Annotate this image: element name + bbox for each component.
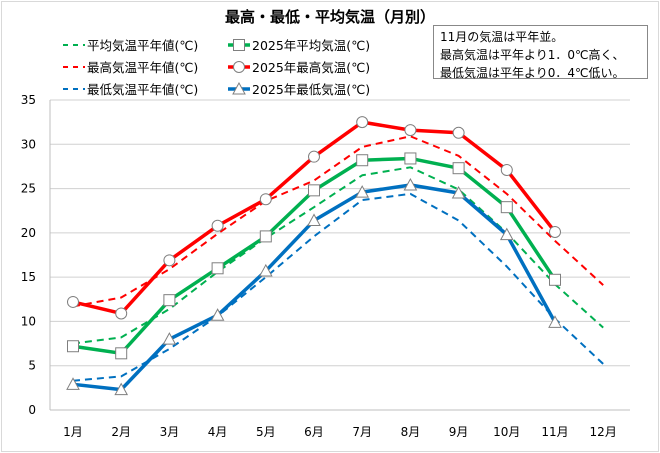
x-tick-label: 11月 <box>541 425 568 439</box>
data-point <box>67 340 79 353</box>
data-point <box>500 163 513 176</box>
series-line <box>72 192 604 382</box>
chart-title: 最高・最低・平均気温（月別） <box>224 8 435 26</box>
data-point <box>163 254 176 267</box>
series-line <box>72 166 604 345</box>
data-point <box>548 315 562 328</box>
data-point <box>163 294 176 307</box>
y-tick-label: 35 <box>21 93 36 107</box>
data-point <box>259 230 272 243</box>
y-tick-label: 30 <box>21 137 36 151</box>
data-point <box>355 185 370 198</box>
x-tick-label: 5月 <box>256 425 276 439</box>
legend-label: 2025年平均気温(℃) <box>252 38 370 53</box>
legend-label: 最高気温平年値(℃) <box>87 60 198 75</box>
y-tick-label: 10 <box>21 314 36 328</box>
x-tick-label: 2月 <box>111 425 131 439</box>
y-tick-label: 0 <box>28 403 36 417</box>
annotation-line: 最高気温は平年より1．0℃高く、 <box>440 48 625 62</box>
data-point <box>162 332 177 345</box>
data-point <box>500 201 513 214</box>
legend-marker <box>232 81 246 95</box>
data-point <box>211 219 224 232</box>
data-point <box>308 184 320 197</box>
y-tick-label: 5 <box>28 359 36 373</box>
data-point <box>404 152 417 165</box>
x-tick-label: 3月 <box>160 425 180 439</box>
data-point <box>549 273 561 286</box>
data-point <box>258 263 273 277</box>
legend-marker <box>233 39 245 51</box>
y-tick-label: 15 <box>21 270 36 284</box>
data-point <box>356 116 369 129</box>
x-tick-label: 4月 <box>208 425 228 439</box>
data-point <box>404 124 417 137</box>
data-point <box>67 295 79 308</box>
legend-label: 最低気温平年値(℃) <box>87 82 198 97</box>
y-tick-label: 20 <box>21 226 36 240</box>
data-point <box>356 154 369 167</box>
legend-label: 平均気温平年値(℃) <box>87 38 198 53</box>
legend-label: 2025年最低気温(℃) <box>252 82 370 97</box>
data-point <box>211 262 224 275</box>
y-tick-label: 25 <box>21 182 36 196</box>
legend-marker <box>233 61 245 73</box>
data-point <box>210 308 225 321</box>
data-point <box>307 213 321 226</box>
x-tick-label: 1月 <box>63 425 83 439</box>
data-point <box>115 347 128 360</box>
data-point <box>115 307 128 320</box>
x-tick-label: 6月 <box>304 425 324 439</box>
data-point <box>403 177 418 191</box>
data-point <box>549 225 561 238</box>
x-tick-label: 8月 <box>401 425 421 439</box>
data-point <box>451 185 466 199</box>
legend-label: 2025年最高気温(℃) <box>252 60 370 75</box>
series-line <box>72 135 604 308</box>
data-point <box>452 162 465 175</box>
data-point <box>259 193 272 206</box>
x-tick-label: 7月 <box>352 425 372 439</box>
data-point <box>499 227 514 241</box>
data-point <box>308 150 320 163</box>
annotation-box: 11月の気温は平年並。 最高気温は平年より1．0℃高く、 最低気温は平年より0．… <box>433 25 648 80</box>
x-tick-label: 12月 <box>590 425 617 439</box>
x-tick-label: 9月 <box>449 425 469 439</box>
data-point <box>452 126 465 139</box>
data-point <box>114 382 129 396</box>
annotation-line: 最低気温は平年より0．4℃低い。 <box>440 66 625 80</box>
x-tick-label: 10月 <box>493 425 520 439</box>
annotation-line: 11月の気温は平年並。 <box>440 30 564 44</box>
data-point <box>66 377 80 390</box>
